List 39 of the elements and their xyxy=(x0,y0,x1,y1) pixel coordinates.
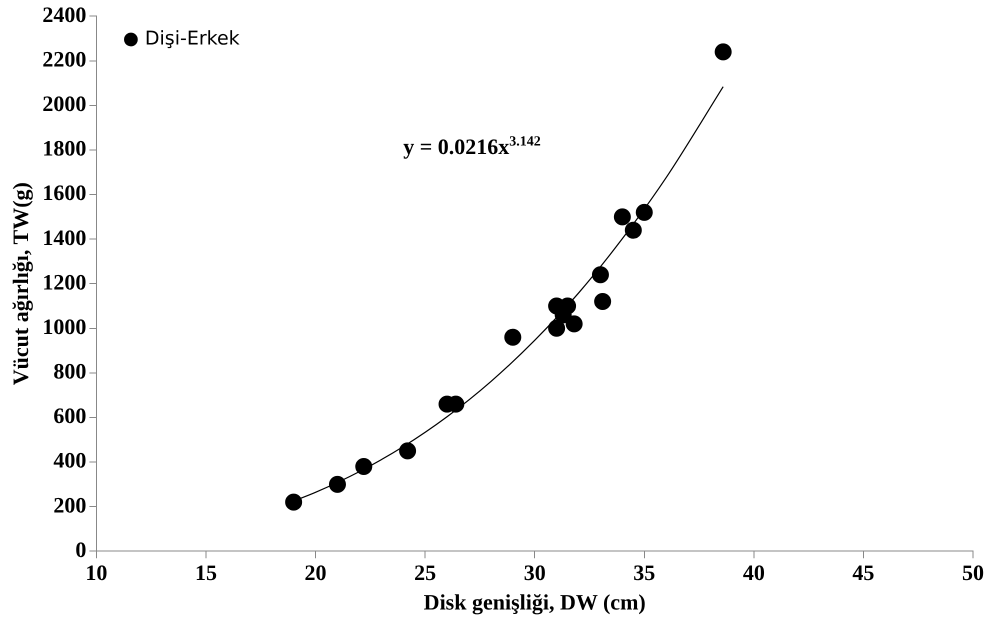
point xyxy=(328,476,346,493)
x-tick-label: 50 xyxy=(962,560,984,586)
x-tick-label: 45 xyxy=(852,560,874,586)
point xyxy=(285,494,302,511)
point xyxy=(566,315,583,332)
x-tick-label: 35 xyxy=(633,560,656,586)
x-tick-label: 10 xyxy=(85,560,108,586)
y-tick-label: 1000 xyxy=(42,314,86,339)
point xyxy=(714,43,732,60)
x-tick-label: 20 xyxy=(304,560,327,586)
legend-label: Dişi-Erkek xyxy=(144,27,240,50)
y-tick-label: 0 xyxy=(75,536,86,562)
y-tick-label: 200 xyxy=(53,492,86,518)
point xyxy=(504,328,522,346)
y-tick-label: 1800 xyxy=(42,136,86,161)
point xyxy=(636,204,653,221)
point xyxy=(592,266,609,284)
x-tick-label: 25 xyxy=(414,560,436,586)
annotation: y = 0.0216x$^{3.142}$ xyxy=(403,134,541,160)
y-tick-label: 2200 xyxy=(42,46,86,72)
y-tick-label: 800 xyxy=(53,358,86,384)
point xyxy=(399,442,416,460)
x-axis-title: Disk genişliği, DW (cm) xyxy=(424,589,646,614)
y-tick-label: 1400 xyxy=(42,224,86,250)
y-tick-label: 2000 xyxy=(42,91,86,116)
y-tick-label: 2400 xyxy=(42,2,86,27)
x-tick-label: 15 xyxy=(194,560,217,586)
point xyxy=(355,458,372,475)
x-tick-label: 40 xyxy=(742,560,765,586)
point xyxy=(548,320,566,337)
y-tick-label: 600 xyxy=(53,403,86,428)
point xyxy=(594,293,612,310)
y-tick-label: 400 xyxy=(53,448,86,473)
y-tick-label: 1200 xyxy=(42,269,86,294)
y-axis-title: Vücut ağırlığı, TW(g) xyxy=(8,182,33,386)
point xyxy=(614,208,631,226)
x-tick-label: 30 xyxy=(524,560,546,586)
point xyxy=(624,222,642,239)
y-tick-label: 1600 xyxy=(42,180,86,206)
